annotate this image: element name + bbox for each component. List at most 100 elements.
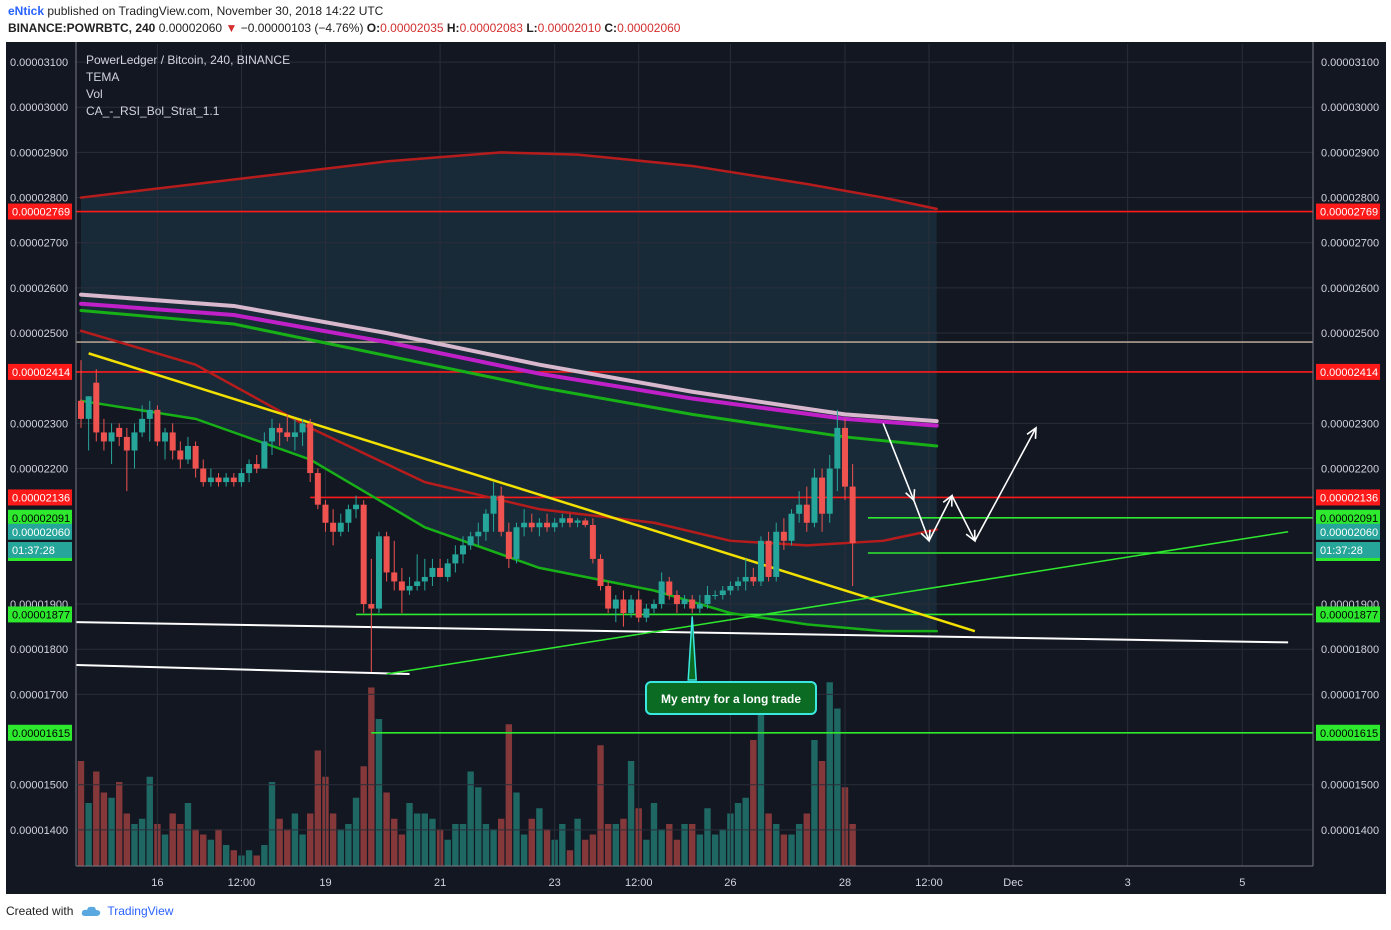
moving-average-line — [79, 151, 938, 211]
price-label-right: 0.00002769 — [1320, 207, 1378, 219]
volume-bar — [673, 839, 681, 866]
candle-body — [215, 477, 222, 483]
volume-bar — [444, 839, 451, 866]
volume-bar — [459, 824, 467, 866]
candle — [651, 599, 657, 614]
entry-callout-text: My entry for a long trade — [661, 692, 801, 706]
y-tick-label-left: 0.00002600 — [10, 283, 68, 295]
candle-body — [536, 522, 543, 528]
candle — [330, 509, 337, 546]
candle — [811, 468, 818, 528]
candle-body — [842, 427, 848, 487]
candle — [704, 585, 711, 609]
candle-body — [765, 540, 772, 577]
candle-body — [223, 477, 230, 483]
candle — [826, 455, 833, 523]
volume-bar — [261, 845, 268, 866]
volume-bar — [406, 803, 413, 866]
band-shade-layer — [81, 152, 937, 632]
candle-body — [421, 576, 428, 582]
candle — [261, 432, 268, 469]
candle-body — [589, 525, 596, 559]
countdown-right-bg — [1316, 541, 1380, 558]
candle-body — [368, 604, 375, 609]
candle — [131, 423, 138, 469]
trendline — [88, 352, 976, 633]
y-tick-label-left: 0.00002900 — [10, 147, 68, 159]
x-tick-label: 28 — [839, 877, 851, 889]
candle-body — [192, 445, 199, 469]
volume-bar — [475, 787, 482, 866]
price-label-left-bg — [8, 509, 72, 526]
candle-body — [490, 495, 497, 514]
volume-bar — [85, 803, 92, 866]
candle-body — [169, 432, 176, 451]
volume-bar — [268, 782, 276, 866]
x-tick-label: 12:00 — [915, 877, 943, 889]
volume-bar — [643, 839, 650, 866]
candle-body — [398, 581, 405, 591]
volume-bar — [757, 687, 765, 866]
price-label-right-bg — [1316, 523, 1380, 540]
volume-bar — [276, 818, 283, 866]
volume-bar — [131, 824, 138, 866]
candle-body — [788, 513, 795, 541]
candle — [681, 595, 688, 609]
volume-bar — [658, 829, 665, 866]
price-chart[interactable]: 0.00003100 0.00003100 0.00003000 0.00003000… — [6, 42, 1386, 894]
ohlc-header: BINANCE:POWRBTC, 240 0.00002060 ▼ −0.000… — [8, 21, 680, 35]
legend: PowerLedger / Bitcoin, 240, BINANCE TEMA… — [86, 53, 290, 118]
candle-body — [437, 567, 444, 577]
price-label-right: 0.00002091 — [1320, 513, 1378, 525]
candle — [100, 418, 107, 451]
volume-bar — [253, 855, 260, 866]
volume-bar — [582, 839, 589, 866]
candle-body — [284, 432, 291, 437]
volume-bar — [215, 829, 222, 866]
tradingview-link[interactable]: TradingView — [107, 904, 174, 918]
volume-bar — [612, 824, 619, 866]
candle-body — [750, 576, 757, 582]
candle — [314, 468, 321, 510]
candle-body — [566, 518, 573, 523]
candle — [712, 590, 719, 600]
volume-bar — [192, 829, 199, 866]
last-price: 0.00002060 — [158, 21, 223, 35]
author-link[interactable]: eNtick — [8, 4, 45, 18]
candles-layer — [78, 360, 856, 672]
candle — [391, 540, 398, 591]
candle — [673, 590, 680, 614]
volume-bar — [429, 818, 436, 866]
candle — [597, 554, 604, 591]
high-label: H: — [446, 21, 460, 35]
candle-body — [246, 464, 253, 474]
volume-bar — [329, 813, 337, 866]
publish-header: eNtick published on TradingView.com, Nov… — [8, 4, 383, 18]
candle — [238, 468, 245, 487]
volume-bar — [803, 813, 810, 866]
volume-bar — [146, 776, 153, 866]
candle-body — [291, 432, 298, 437]
price-label-left: 0.00001877 — [12, 609, 70, 621]
volume-bar — [505, 724, 513, 866]
countdown-left: 01:37:28 — [12, 545, 55, 557]
candle — [643, 604, 650, 623]
volume-bar — [811, 740, 818, 866]
volume-bar — [482, 824, 490, 866]
volume-bar — [597, 745, 604, 866]
candle — [162, 427, 169, 460]
x-tick-label: 12:00 — [228, 877, 256, 889]
moving-average-line — [79, 292, 939, 424]
price-label-left: 0.00002414 — [12, 367, 70, 379]
volume-bar — [773, 824, 780, 866]
candle — [322, 500, 329, 532]
candle — [406, 576, 413, 596]
candle-body — [574, 520, 581, 523]
candle-body — [299, 423, 306, 433]
y-tick-label-left: 0.00002700 — [10, 238, 68, 250]
volume-bar — [849, 824, 856, 866]
candle-body — [735, 581, 742, 586]
volume-bar — [123, 813, 131, 866]
legend-title: PowerLedger / Bitcoin, 240, BINANCE — [86, 53, 290, 67]
volume-bar — [826, 682, 833, 866]
